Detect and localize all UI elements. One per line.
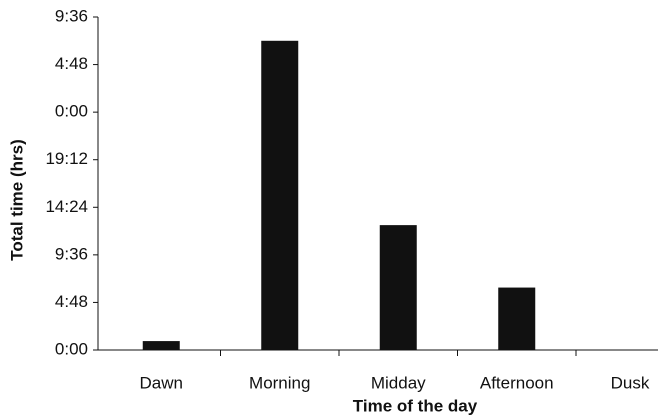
y-tick-label: 0:00 <box>55 102 88 121</box>
bar <box>498 287 536 350</box>
y-tick-label: 9:36 <box>55 244 88 263</box>
y-tick-label: 9:36 <box>55 6 88 25</box>
y-tick-label: 4:48 <box>55 54 88 73</box>
bar <box>379 225 417 350</box>
x-tick-label: Midday <box>371 373 426 392</box>
x-tick-label: Morning <box>249 373 310 392</box>
y-tick-label: 14:24 <box>45 197 88 216</box>
x-tick-label: Dawn <box>140 373 183 392</box>
y-tick-label: 0:00 <box>55 339 88 358</box>
x-tick-label: Dusk <box>611 373 650 392</box>
y-axis-label: Total time (hrs) <box>7 139 26 261</box>
x-tick-label: Afternoon <box>480 373 554 392</box>
bar <box>142 341 180 350</box>
y-tick-label: 4:48 <box>55 292 88 311</box>
bar <box>261 40 299 351</box>
x-axis-label: Time of the day <box>353 396 478 415</box>
y-tick-label: 19:12 <box>45 149 88 168</box>
